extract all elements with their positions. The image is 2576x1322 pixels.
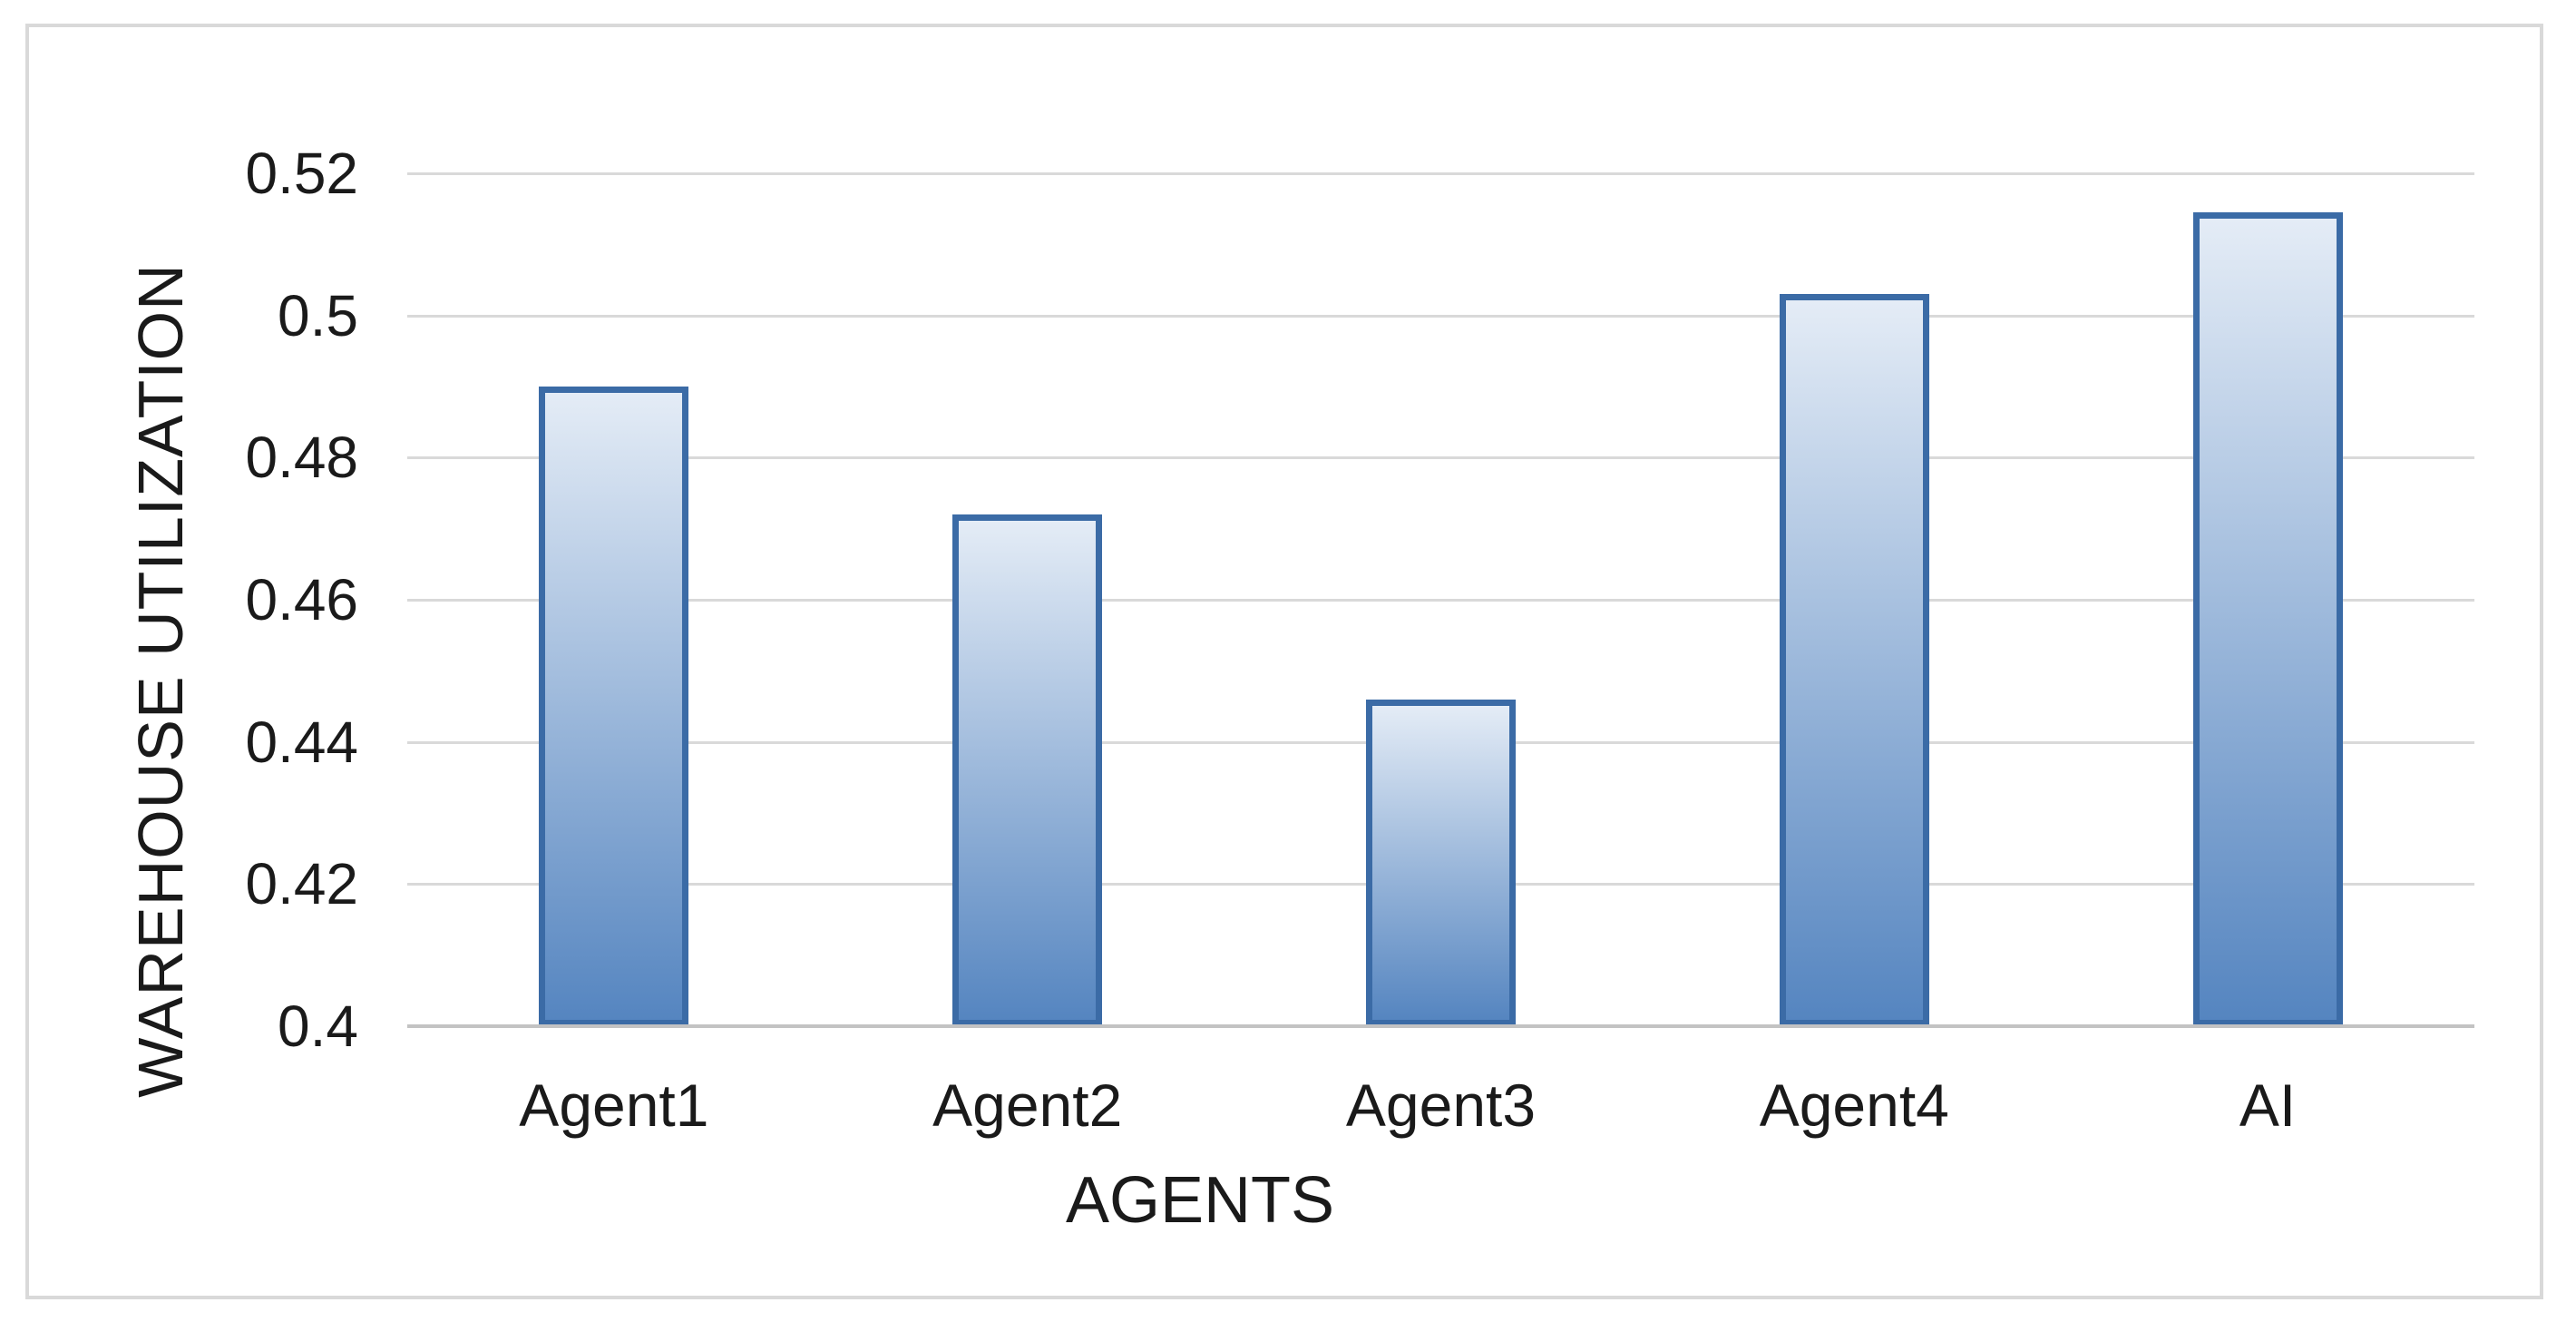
bar-agent4 [1779, 294, 1929, 1026]
x-category-label-agent1: Agent1 [519, 1072, 709, 1139]
x-category-label-agent4: Agent4 [1759, 1072, 1949, 1139]
gridline [407, 314, 2474, 318]
x-axis-title: AGENTS [1065, 1164, 1335, 1237]
bar-agent2 [952, 514, 1103, 1026]
y-tick-label: 0.4 [278, 994, 358, 1059]
y-tick-label: 0.5 [278, 282, 358, 348]
bar-agent3 [1366, 699, 1516, 1026]
y-tick-label: 0.42 [245, 851, 358, 917]
x-category-label-agent3: Agent3 [1345, 1072, 1537, 1139]
bar-ai [2192, 212, 2343, 1026]
x-category-label-ai: AI [2239, 1072, 2297, 1139]
chart-outer-frame [25, 24, 2543, 1299]
y-tick-label: 0.44 [245, 709, 358, 775]
plot-area [407, 172, 2474, 1026]
y-tick-label: 0.46 [245, 567, 358, 632]
gridline [407, 599, 2474, 602]
x-axis-line [407, 1024, 2474, 1028]
y-tick-label: 0.48 [245, 425, 358, 491]
bar-agent1 [539, 387, 689, 1026]
gridline [407, 456, 2474, 460]
x-category-label-agent2: Agent2 [932, 1072, 1123, 1139]
gridline [407, 172, 2474, 175]
y-tick-label: 0.52 [245, 141, 358, 206]
